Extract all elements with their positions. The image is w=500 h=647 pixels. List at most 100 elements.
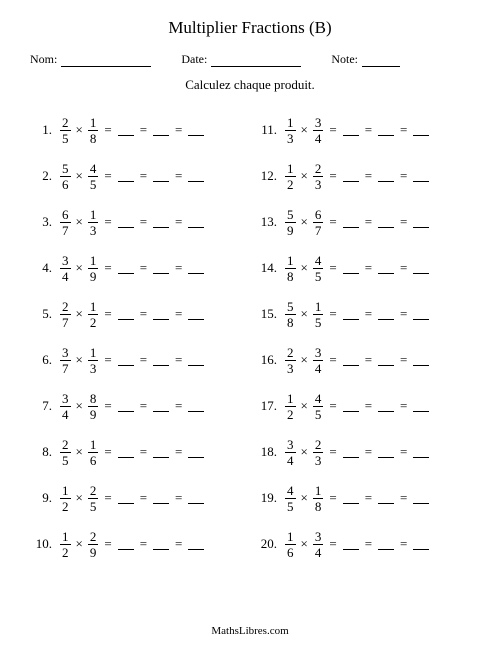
answer-blank[interactable] xyxy=(378,171,394,182)
date-blank[interactable] xyxy=(211,54,301,67)
answer-blank[interactable] xyxy=(343,493,359,504)
answer-blank[interactable] xyxy=(118,309,134,320)
fraction-a: 25 xyxy=(60,438,71,467)
times-operator: × xyxy=(301,260,308,276)
answer-blank[interactable] xyxy=(188,401,204,412)
equals-sign: = xyxy=(175,260,182,276)
problem-row: 2.56×45=== xyxy=(30,153,245,199)
answer-blank[interactable] xyxy=(153,401,169,412)
equals-sign: = xyxy=(140,490,147,506)
answer-blank[interactable] xyxy=(188,355,204,366)
answer-blank[interactable] xyxy=(378,539,394,550)
answer-blank[interactable] xyxy=(188,171,204,182)
answer-blank[interactable] xyxy=(118,263,134,274)
times-operator: × xyxy=(76,536,83,552)
answer-blank[interactable] xyxy=(153,171,169,182)
answer-blank[interactable] xyxy=(188,263,204,274)
name-blank[interactable] xyxy=(61,54,151,67)
fraction-b: 34 xyxy=(313,116,324,145)
fraction-b: 13 xyxy=(88,346,99,375)
fraction-b: 25 xyxy=(88,484,99,513)
answer-blank[interactable] xyxy=(153,125,169,136)
answer-blank[interactable] xyxy=(343,355,359,366)
answer-blank[interactable] xyxy=(378,447,394,458)
answer-blank[interactable] xyxy=(188,539,204,550)
equals-sign: = xyxy=(365,306,372,322)
answer-blank[interactable] xyxy=(153,217,169,228)
answer-blank[interactable] xyxy=(378,217,394,228)
answer-blank[interactable] xyxy=(378,355,394,366)
worksheet-page: Multiplier Fractions (B) Nom: Date: Note… xyxy=(0,0,500,647)
note-label: Note: xyxy=(331,52,358,67)
problem-index: 3. xyxy=(30,214,52,230)
answer-blank[interactable] xyxy=(153,493,169,504)
answer-blank[interactable] xyxy=(413,171,429,182)
answer-blank[interactable] xyxy=(413,447,429,458)
equals-sign: = xyxy=(365,490,372,506)
note-blank[interactable] xyxy=(362,54,400,67)
answer-blank[interactable] xyxy=(343,217,359,228)
answer-blank[interactable] xyxy=(118,401,134,412)
answer-blank[interactable] xyxy=(413,263,429,274)
answer-blank[interactable] xyxy=(343,401,359,412)
problem-index: 13. xyxy=(255,214,277,230)
answer-blank[interactable] xyxy=(153,355,169,366)
answer-blank[interactable] xyxy=(413,539,429,550)
answer-blank[interactable] xyxy=(188,493,204,504)
answer-blank[interactable] xyxy=(343,171,359,182)
answer-blank[interactable] xyxy=(343,263,359,274)
equals-sign: = xyxy=(140,398,147,414)
answer-blank[interactable] xyxy=(118,493,134,504)
answer-blank[interactable] xyxy=(378,401,394,412)
answer-blank[interactable] xyxy=(413,401,429,412)
equals-sign: = xyxy=(400,490,407,506)
answer-blank[interactable] xyxy=(378,493,394,504)
answer-blank[interactable] xyxy=(118,539,134,550)
answer-blank[interactable] xyxy=(153,263,169,274)
problem-index: 8. xyxy=(30,444,52,460)
answer-blank[interactable] xyxy=(343,447,359,458)
times-operator: × xyxy=(76,214,83,230)
answer-blank[interactable] xyxy=(188,447,204,458)
answer-blank[interactable] xyxy=(153,539,169,550)
fraction-b: 19 xyxy=(88,254,99,283)
answer-blank[interactable] xyxy=(153,447,169,458)
answer-blank[interactable] xyxy=(343,309,359,320)
answer-blank[interactable] xyxy=(413,217,429,228)
answer-blank[interactable] xyxy=(188,217,204,228)
answer-blank[interactable] xyxy=(413,493,429,504)
answer-blank[interactable] xyxy=(343,125,359,136)
equals-sign: = xyxy=(175,122,182,138)
answer-blank[interactable] xyxy=(378,125,394,136)
fraction-a: 45 xyxy=(285,484,296,513)
answer-blank[interactable] xyxy=(343,539,359,550)
fraction-b: 18 xyxy=(88,116,99,145)
equals-sign: = xyxy=(140,306,147,322)
answer-blank[interactable] xyxy=(153,309,169,320)
answer-blank[interactable] xyxy=(118,217,134,228)
fraction-b: 34 xyxy=(313,530,324,559)
fraction-a: 34 xyxy=(60,254,71,283)
times-operator: × xyxy=(301,536,308,552)
footer-text: MathsLibres.com xyxy=(0,625,500,637)
answer-blank[interactable] xyxy=(378,263,394,274)
fraction-a: 34 xyxy=(60,392,71,421)
fraction-a: 58 xyxy=(285,300,296,329)
answer-blank[interactable] xyxy=(118,355,134,366)
answer-blank[interactable] xyxy=(413,125,429,136)
answer-blank[interactable] xyxy=(378,309,394,320)
equals-sign: = xyxy=(329,306,336,322)
answer-blank[interactable] xyxy=(188,125,204,136)
equals-sign: = xyxy=(140,352,147,368)
answer-blank[interactable] xyxy=(118,125,134,136)
answer-blank[interactable] xyxy=(118,447,134,458)
answer-blank[interactable] xyxy=(413,355,429,366)
answer-blank[interactable] xyxy=(188,309,204,320)
answer-blank[interactable] xyxy=(118,171,134,182)
fraction-b: 13 xyxy=(88,208,99,237)
equals-sign: = xyxy=(400,214,407,230)
answer-blank[interactable] xyxy=(413,309,429,320)
equals-sign: = xyxy=(365,214,372,230)
fraction-b: 23 xyxy=(313,162,324,191)
problem-row: 4.34×19=== xyxy=(30,245,245,291)
